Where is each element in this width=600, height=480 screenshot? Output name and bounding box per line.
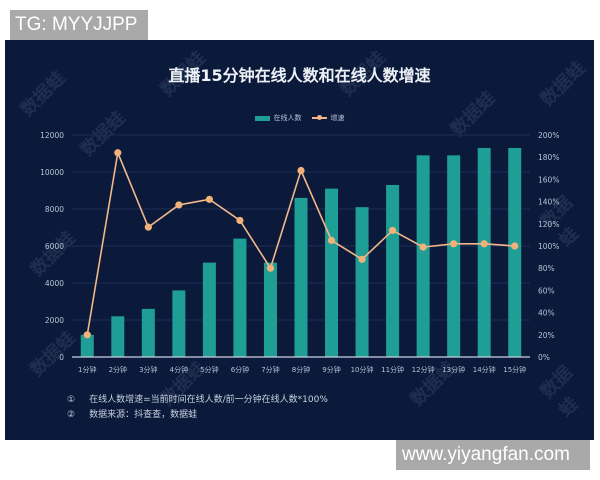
growth-point xyxy=(327,236,336,245)
note-text: 在线人数增速=当前时间在线人数/前一分钟在线人数*100% xyxy=(89,395,328,405)
bar xyxy=(447,155,461,357)
right-axis-tick: 100% xyxy=(538,242,559,251)
x-axis-tick: 7分钟 xyxy=(261,365,279,374)
note-formula: ① 在线人数增速=当前时间在线人数/前一分钟在线人数*100% xyxy=(67,393,328,408)
growth-point xyxy=(450,240,458,248)
chart-title: 直播15分钟在线人数和在线人数增速 xyxy=(168,66,431,85)
chart-notes: ① 在线人数增速=当前时间在线人数/前一分钟在线人数*100% ② 数据来源：抖… xyxy=(67,393,328,423)
bar xyxy=(355,207,369,357)
right-axis-tick: 0% xyxy=(538,353,550,362)
left-axis-tick: 6000 xyxy=(45,242,64,251)
growth-point xyxy=(389,226,397,235)
right-axis-tick: 160% xyxy=(538,175,559,184)
right-axis-tick: 120% xyxy=(538,220,559,229)
legend-label-growth-rate: 增速 xyxy=(330,114,345,122)
growth-point xyxy=(480,240,488,248)
growth-point xyxy=(83,331,91,339)
bar xyxy=(172,290,186,357)
chart-legend: 在线人数 增速 xyxy=(5,113,594,123)
growth-point xyxy=(419,243,427,251)
right-axis-tick: 80% xyxy=(538,264,555,273)
bar-swatch-icon xyxy=(254,115,270,121)
note-source: ② 数据来源：抖查查，数据蛙 xyxy=(67,408,328,423)
growth-point xyxy=(297,166,305,175)
legend-label-online-users: 在线人数 xyxy=(273,114,302,122)
bar xyxy=(386,184,400,357)
x-axis-tick: 13分钟 xyxy=(442,365,465,374)
growth-point xyxy=(511,242,519,250)
left-axis-tick: 12000 xyxy=(40,131,64,140)
right-axis-tick: 60% xyxy=(538,286,555,295)
x-axis-tick: 2分钟 xyxy=(109,365,127,374)
x-axis-tick: 1分钟 xyxy=(78,365,96,374)
growth-point xyxy=(205,195,213,203)
chart-panel: 数据蛙 数据蛙 数据蛙 数据蛙 数据蛙 数据蛙 数据蛙 数据蛙 数据蛙 数据蛙 数据蛙 数据蛙 直播1… xyxy=(5,40,594,440)
x-axis-tick: 14分钟 xyxy=(473,365,496,374)
x-axis-tick: 15分钟 xyxy=(503,365,526,374)
right-axis-tick: 180% xyxy=(538,153,559,162)
note-marker: ① xyxy=(67,395,76,405)
left-axis-tick: 8000 xyxy=(45,205,64,214)
watermark-badge-bottom-right: www.yiyangfan.com xyxy=(396,440,590,470)
x-axis-tick: 3分钟 xyxy=(139,365,157,374)
bar xyxy=(202,262,216,357)
growth-point xyxy=(266,264,275,272)
bar xyxy=(508,147,522,357)
legend-item-online-users[interactable]: 在线人数 xyxy=(254,113,302,123)
bar xyxy=(294,197,308,357)
x-axis-tick: 8分钟 xyxy=(292,365,310,374)
growth-point xyxy=(114,149,122,157)
bar xyxy=(416,155,430,357)
left-axis-tick: 4000 xyxy=(45,279,64,288)
bar xyxy=(80,334,94,357)
bar xyxy=(477,147,491,357)
growth-point xyxy=(175,201,183,209)
x-axis-tick: 11分钟 xyxy=(381,365,404,374)
growth-point xyxy=(358,255,366,263)
left-axis-tick: 0 xyxy=(59,353,64,362)
bar xyxy=(325,188,339,357)
legend-item-growth-rate[interactable]: 增速 xyxy=(311,113,345,123)
bar xyxy=(111,316,125,357)
right-axis-tick: 140% xyxy=(538,198,559,207)
right-axis-tick: 40% xyxy=(538,309,555,318)
note-text: 数据来源：抖查查，数据蛙 xyxy=(89,410,198,420)
combo-chart: 0 2000 4000 6000 8000 10000 12000 0% 20% 40% 60% 80… xyxy=(40,131,559,374)
bar xyxy=(233,238,247,357)
left-axis-tick: 2000 xyxy=(45,316,64,325)
watermark-badge-top-left: TG: MYYJJPP xyxy=(10,10,148,40)
x-axis-tick: 6分钟 xyxy=(231,365,249,374)
growth-point xyxy=(144,223,152,231)
growth-point xyxy=(236,216,244,225)
bar xyxy=(141,308,155,357)
x-axis-tick: 9分钟 xyxy=(322,365,340,374)
x-axis-tick: 10分钟 xyxy=(351,365,374,374)
note-marker: ② xyxy=(67,410,76,420)
right-axis-tick: 200% xyxy=(538,131,559,140)
left-axis-tick: 10000 xyxy=(40,168,64,177)
x-axis-tick: 4分钟 xyxy=(170,365,188,374)
right-axis-tick: 20% xyxy=(538,331,555,340)
bar xyxy=(263,262,277,357)
line-swatch-icon xyxy=(311,115,327,120)
x-axis-tick: 5分钟 xyxy=(200,365,218,374)
x-axis-tick: 12分钟 xyxy=(412,365,435,374)
